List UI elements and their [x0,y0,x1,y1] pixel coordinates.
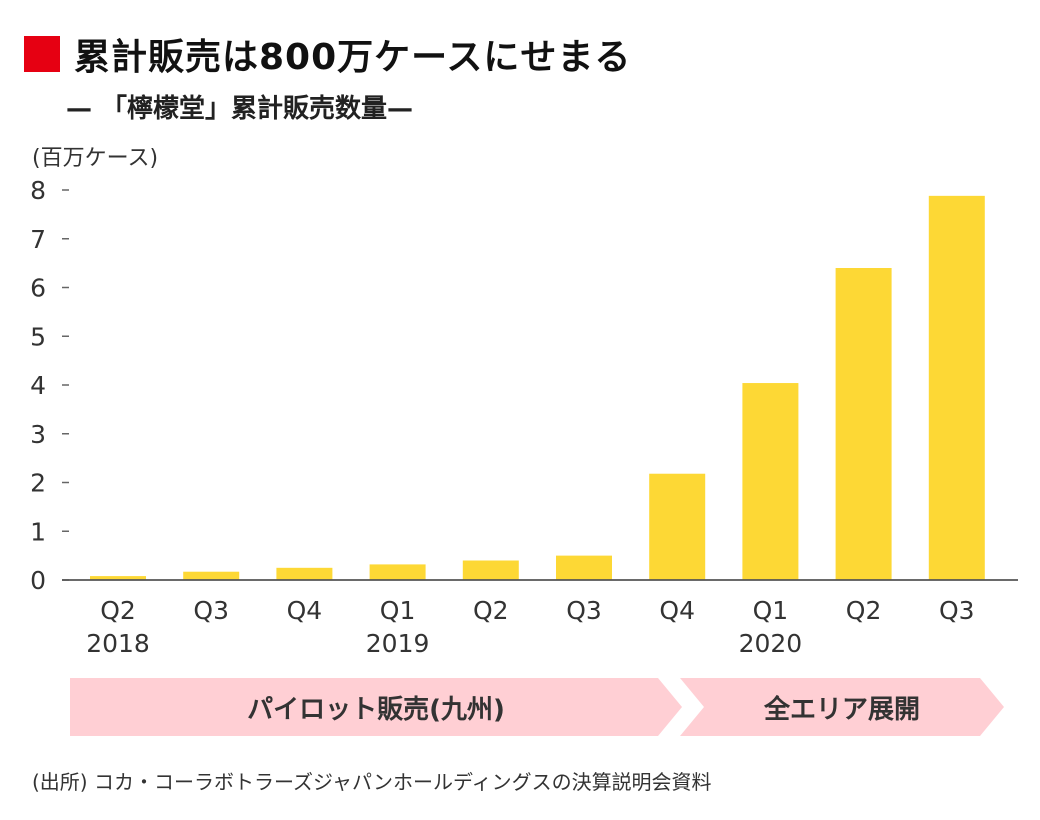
x-tick-label-3: Q1 [380,596,416,625]
bar-7 [742,383,799,580]
x-tick-label-9: Q3 [939,596,975,625]
bar-5 [556,555,612,580]
bar-3 [369,564,426,580]
phase-label-nationwide: 全エリア展開 [763,694,920,725]
year-label-3: 2019 [366,629,430,658]
source-note: (出所) コカ・コーラボトラーズジャパンホールディングスの決算説明会資料 [32,770,712,794]
x-tick-label-8: Q2 [846,596,882,625]
year-label-7: 2020 [739,629,803,658]
bar-2 [276,567,333,580]
chart-subtitle: — 「檸檬堂」累計販売数量— [66,94,414,124]
x-tick-label-1: Q3 [193,596,229,625]
chart-title: 累計販売は800万ケースにせまる [74,37,632,78]
y-tick-label-0: 0 [30,566,46,595]
bar-chart: 0 1 2 3 4 5 6 7 8 Q2 2018 Q3 Q4 Q1 2019 Q2 Q3 Q4 Q1 2020 Q2 Q… [30,176,1018,658]
x-tick-label-7: Q1 [753,596,789,625]
phase-band-pilot: パイロット販売(九州) [70,678,682,736]
y-tick-label-2: 2 [30,469,46,498]
y-tick-label-8: 8 [30,176,46,205]
y-tick-label-6: 6 [30,274,46,303]
x-tick-label-0: Q2 [100,596,136,625]
x-tick-label-5: Q3 [566,596,602,625]
y-tick-label-1: 1 [30,517,46,546]
year-label-0: 2018 [86,629,150,658]
y-tick-label-7: 7 [30,225,46,254]
x-tick-label-4: Q2 [473,596,509,625]
phase-band-nationwide: 全エリア展開 [680,678,1004,736]
x-tick-label-6: Q4 [659,596,695,625]
y-tick-label-3: 3 [30,420,46,449]
bar-8 [835,268,892,580]
bar-1 [183,571,240,580]
x-tick-label-2: Q4 [287,596,323,625]
title-row: 累計販売は800万ケースにせまる [24,26,631,82]
phase-label-pilot: パイロット販売(九州) [247,694,505,725]
y-axis-unit: (百万ケース) [32,146,159,171]
title-marker [24,36,60,72]
bar-4 [462,560,519,580]
bar-6 [649,473,706,580]
bar-9 [928,195,985,580]
y-tick-label-5: 5 [30,322,46,351]
bar-0 [90,576,146,580]
y-tick-label-4: 4 [30,371,46,400]
